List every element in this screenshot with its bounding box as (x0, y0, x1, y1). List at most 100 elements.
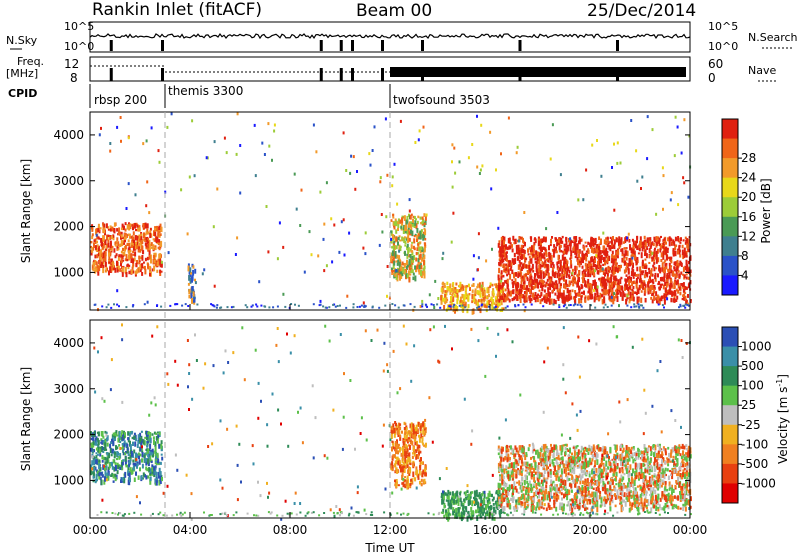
power-sparse-cell (379, 180, 382, 184)
power-cell-2 (423, 222, 426, 226)
velocity-cell-1 (421, 472, 424, 478)
velocity-cell-2 (465, 506, 468, 513)
power-cell-4 (658, 265, 661, 268)
power-sparse-cell (688, 134, 691, 138)
power-sparse-cell (381, 230, 384, 234)
power-cell-0 (156, 269, 159, 273)
power-cell-4 (502, 283, 505, 286)
power-cell-4 (503, 236, 506, 242)
power-low-range-cell (637, 303, 640, 306)
power-cell-3 (459, 284, 462, 287)
power-low-range-cell (391, 303, 394, 305)
power-cell-0 (138, 255, 141, 260)
power-cell-3 (454, 304, 457, 308)
power-cell-4 (581, 265, 584, 269)
velocity-cell-2 (478, 492, 481, 496)
velocity-cell-2 (486, 510, 489, 516)
velocity-cell-3 (665, 473, 667, 477)
freq-tick-right-high: 60 (708, 57, 723, 71)
velocity-cell-3 (517, 462, 520, 466)
power-cell-3 (460, 284, 463, 290)
power-cell-4 (529, 258, 532, 264)
power-cell-4 (542, 254, 545, 259)
power-cell-4 (619, 278, 622, 284)
power-cell-4 (646, 272, 649, 278)
power-cell-4 (553, 282, 556, 285)
power-cell-4 (559, 244, 562, 248)
velocity-cell-0 (92, 472, 95, 478)
power-low-range-cell (384, 304, 387, 307)
velocity-cell-0 (112, 459, 115, 464)
power-cell-4 (603, 272, 606, 275)
power-cell-4 (498, 277, 501, 284)
power-cell-4 (655, 240, 658, 246)
velocity-cell-0 (151, 467, 154, 472)
power-cell-0 (99, 264, 102, 268)
power-cell-4 (566, 260, 569, 264)
power-sparse-cell (369, 163, 372, 167)
velocity-cell-0 (127, 456, 130, 460)
power-cell-0 (156, 261, 159, 267)
velocity-cell-1 (418, 437, 421, 443)
velocity-cell-3 (545, 480, 548, 485)
power-cell-3 (475, 299, 478, 306)
power-cell-4 (536, 268, 539, 272)
power-cell-4 (593, 296, 596, 303)
power-cell-4 (608, 247, 611, 250)
velocity-cell-0 (141, 452, 144, 458)
velocity-cell-2 (464, 491, 467, 497)
noise-sky-line (89, 32, 691, 40)
power-ytick-label-3: 4000 (53, 128, 84, 142)
power-sparse-cell (331, 260, 334, 264)
velocity-cell-2 (488, 498, 490, 504)
power-cell-2 (396, 269, 399, 273)
power-cell-2 (390, 240, 393, 244)
power-cell-2 (422, 218, 425, 223)
power-sparse-cell (471, 143, 474, 146)
power-cell-4 (520, 275, 523, 279)
velocity-cell-0 (91, 450, 94, 453)
power-sparse-cell (565, 237, 568, 241)
velocity-cell-2 (481, 493, 484, 497)
velocity-cell-0 (104, 430, 107, 434)
power-sparse-cell (585, 168, 588, 172)
power-cell-4 (518, 250, 521, 256)
power-cell-4 (632, 286, 635, 290)
power-cell-4 (553, 285, 556, 289)
power-cell-0 (123, 240, 125, 245)
power-cell-4 (528, 261, 531, 267)
power-cell-0 (110, 269, 113, 272)
power-cell-3 (480, 286, 483, 292)
velocity-cell-0 (118, 435, 121, 440)
power-cell-4 (513, 252, 516, 258)
velocity-cell-3 (683, 445, 686, 450)
power-cell-4 (500, 251, 503, 258)
power-cell-4 (605, 283, 607, 290)
power-cell-0 (150, 233, 153, 238)
velocity-cell-3 (640, 468, 643, 475)
velocity-cell-0 (124, 460, 127, 466)
power-sparse-cell (278, 221, 281, 225)
velocity-cell-0 (145, 434, 148, 441)
power-cell-4 (650, 274, 652, 277)
power-cell-4 (590, 257, 593, 263)
velocity-cell-0 (133, 435, 136, 440)
power-low-range-cell (156, 304, 159, 307)
velocity-cell-3 (510, 452, 513, 455)
power-cell-0 (148, 255, 151, 260)
power-sparse-cell (293, 172, 296, 176)
power-cell-4 (668, 236, 671, 240)
sky-tick-right-high: 10^5 (708, 20, 738, 33)
velocity-cell-1 (409, 483, 412, 487)
power-low-range-cell (364, 305, 367, 308)
power-cell-4 (601, 299, 604, 305)
power-cell-4 (554, 292, 557, 296)
power-cell-4 (683, 247, 686, 254)
velocity-cell-0 (125, 464, 128, 468)
velocity-cell-3 (542, 493, 545, 499)
velocity-cell-2 (443, 514, 446, 517)
velocity-cell-2 (486, 502, 489, 508)
power-cell-4 (572, 296, 575, 300)
power-sparse-cell (472, 277, 475, 281)
power-cell-0 (132, 265, 135, 268)
